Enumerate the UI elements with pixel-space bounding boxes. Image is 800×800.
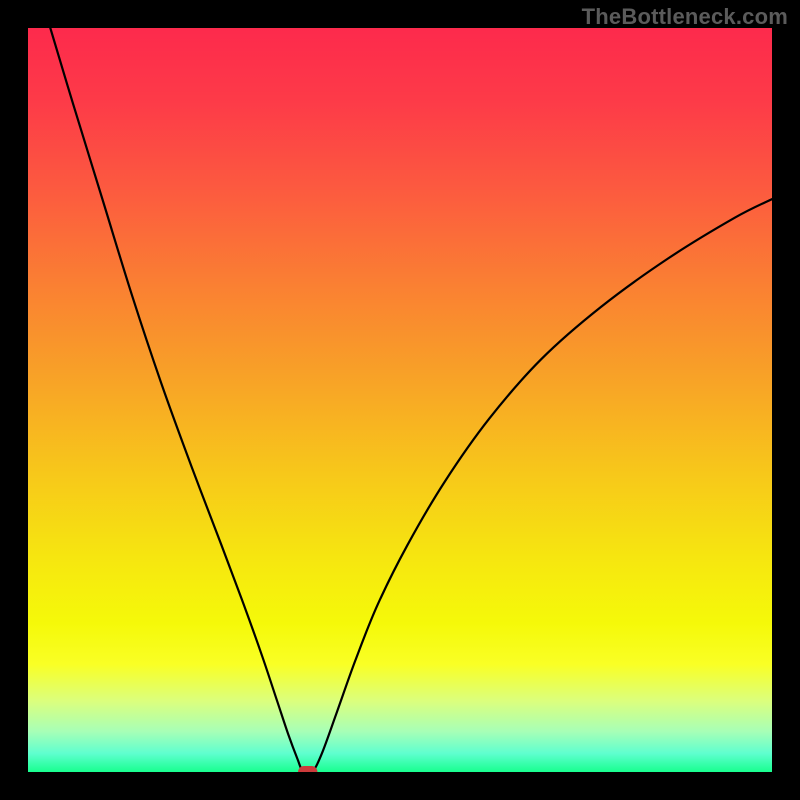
chart-frame: TheBottleneck.com bbox=[0, 0, 800, 800]
optimal-point-marker bbox=[298, 766, 317, 772]
plot-background bbox=[28, 28, 772, 772]
plot-svg bbox=[28, 28, 772, 772]
watermark-text: TheBottleneck.com bbox=[582, 4, 788, 30]
plot-area bbox=[28, 28, 772, 772]
